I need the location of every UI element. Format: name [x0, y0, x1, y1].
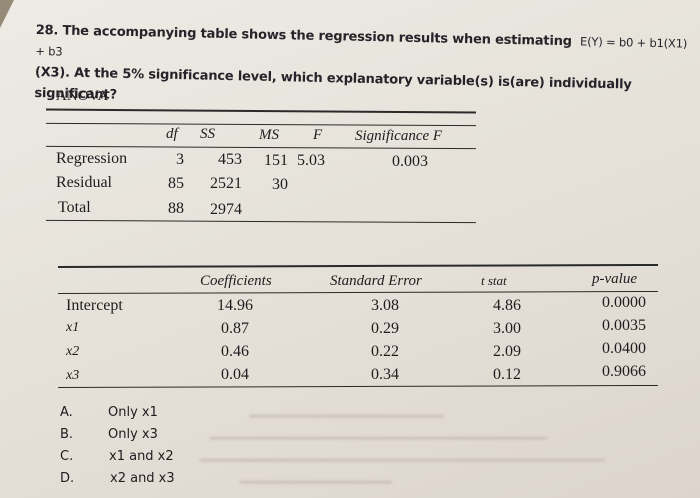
coef-cell-coef: 14.96 — [217, 297, 253, 314]
option-b[interactable]: B. Only x3 — [60, 427, 158, 442]
bleed-through-text: ━━━━━━━━━━━━━━━━━━━━━━━━━━━━━━━━━━━━━━━━… — [200, 454, 605, 469]
coef-cell-t: 3.00 — [493, 320, 521, 337]
coef-cell-coef: 0.04 — [221, 366, 249, 383]
option-text: x1 and x2 — [109, 449, 174, 464]
anova-header-bottom-rule — [46, 145, 476, 150]
bleed-through-text: ━━━━━━━━━━━━━━━━━━ — [240, 476, 392, 491]
coef-row-label: x2 — [66, 344, 80, 359]
anova-cell-df: 3 — [176, 151, 184, 168]
option-text: Only x1 — [108, 405, 158, 420]
question-text-1: The accompanying table shows the regress… — [62, 23, 572, 50]
coef-header-coefficients: Coefficients — [200, 273, 272, 289]
option-letter: A. — [60, 405, 73, 420]
anova-header-ss: SS — [200, 126, 215, 142]
coef-cell-se: 3.08 — [371, 297, 399, 314]
option-a[interactable]: A. Only x1 — [60, 405, 158, 420]
anova-title: ANOVA — [56, 88, 109, 104]
anova-header-ms: MS — [259, 127, 279, 143]
coef-cell-p: 0.0000 — [602, 294, 646, 311]
option-letter: B. — [60, 427, 74, 442]
option-letter: C. — [60, 449, 74, 464]
coef-header-pvalue: p-value — [592, 271, 637, 287]
coef-header-rule — [58, 290, 658, 295]
option-text: x2 and x3 — [110, 471, 175, 486]
coef-cell-se: 0.29 — [371, 320, 399, 337]
question-number: 28. — [35, 22, 59, 39]
coef-cell-t: 4.86 — [493, 297, 521, 314]
coef-row-label: Intercept — [66, 297, 123, 314]
anova-header-sigf: Significance F — [355, 128, 443, 144]
anova-cell-df: 88 — [168, 200, 184, 217]
bleed-through-text: ━━━━━━━━━━━━━━━━━━━━━━━━━━━━━━━━━━━━━━━━ — [210, 432, 548, 447]
question-text: 28. The accompanying table shows the reg… — [34, 20, 696, 118]
coef-header-tstat: t stat — [481, 273, 507, 288]
bleed-through-text: ━━━━━━━━━━━━━━━━━━━━━━━ — [250, 410, 444, 425]
coef-cell-se: 0.34 — [371, 366, 399, 383]
coef-top-rule — [57, 263, 659, 269]
anova-row-label: Regression — [56, 150, 128, 167]
anova-header-df: df — [166, 126, 178, 142]
anova-cell-df: 85 — [168, 175, 184, 192]
anova-header-f: F — [313, 127, 323, 143]
option-text: Only x3 — [108, 427, 158, 442]
coef-cell-p: 0.0035 — [602, 317, 646, 334]
option-c[interactable]: C. x1 and x2 — [60, 449, 174, 464]
coef-cell-coef: 0.46 — [221, 343, 249, 360]
anova-header-rule — [46, 122, 476, 127]
coef-cell-p: 0.9066 — [602, 363, 646, 380]
anova-row-label: Total — [58, 199, 91, 216]
coef-cell-se: 0.22 — [371, 343, 399, 360]
anova-cell-ms: 30 — [272, 176, 288, 193]
anova-cell-ss: 2521 — [210, 175, 242, 192]
anova-cell-ss: 2974 — [210, 201, 242, 218]
coef-cell-coef: 0.87 — [221, 320, 249, 337]
option-d[interactable]: D. x2 and x3 — [60, 471, 175, 486]
coef-bottom-rule — [58, 384, 658, 389]
anova-bottom-rule — [46, 219, 476, 224]
anova-row-label: Residual — [56, 174, 112, 191]
anova-cell-ss: 453 — [218, 151, 242, 168]
coef-header-stderr: Standard Error — [330, 273, 422, 289]
coef-row-label: x3 — [66, 368, 80, 383]
option-letter: D. — [60, 471, 75, 486]
coef-cell-t: 0.12 — [493, 366, 521, 383]
anova-cell-sigf: 0.003 — [392, 153, 428, 170]
photo-corner-shadow — [0, 0, 14, 28]
anova-cell-f: 5.03 — [297, 152, 325, 169]
coef-cell-t: 2.09 — [493, 343, 521, 360]
coef-cell-p: 0.0400 — [602, 340, 646, 357]
coef-row-label: x1 — [66, 320, 80, 335]
anova-cell-ms: 151 — [264, 152, 288, 169]
